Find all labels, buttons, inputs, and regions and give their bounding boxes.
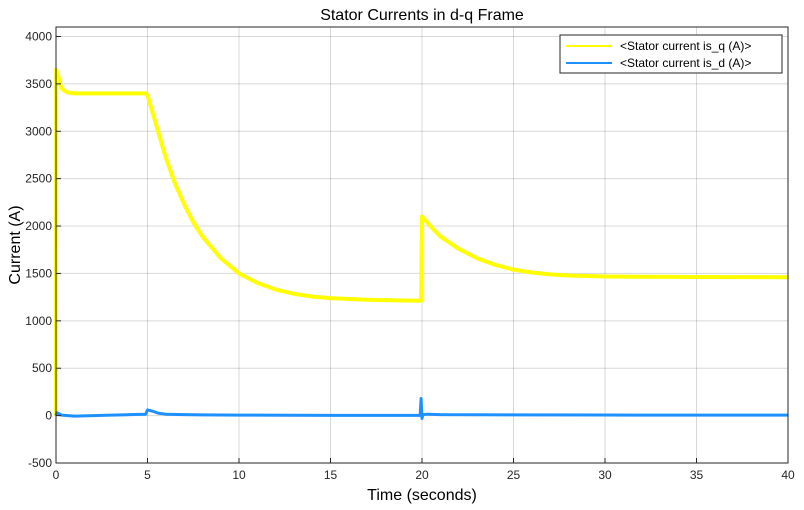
y-tick-label: 0: [45, 409, 52, 423]
y-tick-label: 1000: [25, 314, 52, 328]
y-tick-label: 500: [32, 361, 52, 375]
y-tick-label: 2000: [25, 219, 52, 233]
x-tick-label: 35: [690, 468, 704, 482]
chart-title: Stator Currents in d-q Frame: [320, 7, 524, 24]
grid: [55, 27, 789, 464]
y-tick-label: 3000: [25, 124, 52, 138]
x-tick-label: 30: [598, 468, 612, 482]
legend-box: [559, 34, 783, 74]
x-axis-label: Time (seconds): [367, 487, 477, 504]
y-tick-label: 2500: [25, 172, 52, 186]
legend-label-is-q: <Stator current is_q (A)>: [620, 39, 751, 53]
x-tick-label: 20: [415, 468, 429, 482]
series-line-is-d: [54, 397, 788, 420]
y-axis-ticks: -500 0 500 1000 1500 2000 2500 3000 3500 4000: [25, 29, 61, 470]
x-tick-label: 0: [53, 468, 60, 482]
x-tick-label: 25: [507, 468, 521, 482]
y-tick-label: 1500: [25, 266, 52, 280]
y-tick-label: 3500: [25, 77, 52, 91]
legend: <Stator current is_q (A)> <Stator curren…: [559, 34, 783, 74]
y-axis-label: Current (A): [7, 205, 24, 284]
x-tick-label: 10: [232, 468, 246, 482]
y-tick-label: 4000: [25, 29, 52, 43]
series-line-is-q: [54, 67, 789, 416]
x-tick-label: 40: [781, 468, 795, 482]
x-tick-label: 15: [324, 468, 338, 482]
y-tick-label: -500: [28, 456, 52, 470]
legend-label-is-d: <Stator current is_d (A)>: [620, 56, 751, 70]
x-axis-ticks: 0 5 10 15 20 25 30 35 40: [53, 458, 795, 482]
x-tick-label: 5: [144, 468, 151, 482]
series-layer: [54, 67, 789, 420]
